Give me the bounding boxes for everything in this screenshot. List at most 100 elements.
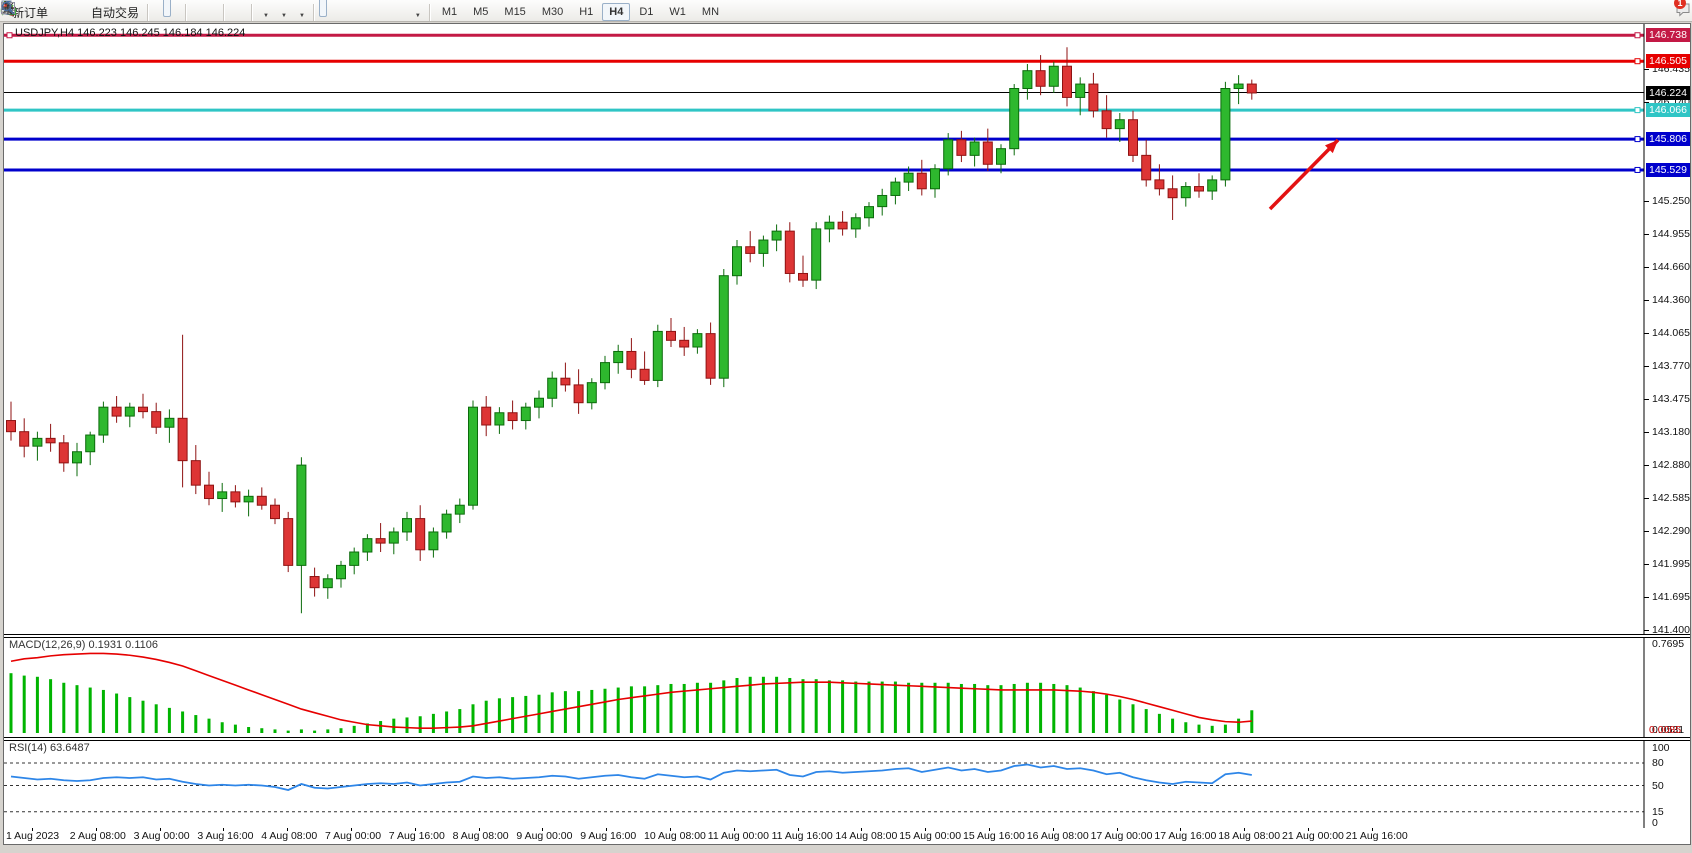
chart-shift-button[interactable]	[2, 0, 237, 17]
time-axis-label[interactable]: 3 Aug 16:00	[197, 830, 254, 842]
time-axis-label[interactable]: 18 Aug 08:00	[1218, 830, 1281, 842]
price-tick-label: 142.290	[1652, 524, 1690, 537]
time-axis-label[interactable]: 7 Aug 16:00	[388, 830, 445, 842]
candlestick-chart[interactable]	[4, 24, 1690, 634]
timeframe-m1[interactable]: M1	[441, 5, 458, 18]
macd-chart[interactable]	[4, 638, 1690, 737]
time-axis-label[interactable]: 17 Aug 00:00	[1090, 830, 1153, 842]
time-axis-label[interactable]: 10 Aug 08:00	[644, 830, 706, 842]
time-axis-label[interactable]: 9 Aug 00:00	[516, 830, 573, 842]
time-axis-label[interactable]: 21 Aug 16:00	[1345, 830, 1408, 842]
time-axis-label[interactable]: 21 Aug 00:00	[1282, 830, 1344, 842]
rsi-chart[interactable]	[4, 741, 1690, 828]
time-axis-label[interactable]: 8 Aug 08:00	[452, 830, 509, 842]
bear-candle	[45, 437, 56, 444]
timeframe-h1[interactable]: H1	[579, 5, 594, 18]
macd-histogram-bar	[431, 713, 435, 733]
macd-histogram-bar	[616, 687, 620, 733]
line-handle[interactable]	[1634, 107, 1641, 114]
chart-window: USDJPY,H4 146.223 146.245 146.184 146.22…	[3, 23, 1691, 845]
vertical-line-button[interactable]	[7, 0, 347, 17]
time-axis-label[interactable]: 11 Aug 00:00	[707, 830, 769, 842]
time-axis-label[interactable]: 16 Aug 08:00	[1026, 830, 1089, 842]
time-axis-label[interactable]: 11 Aug 16:00	[771, 830, 833, 842]
price-tick-mark	[1644, 597, 1649, 599]
time-axis-label[interactable]: 14 Aug 08:00	[835, 830, 898, 842]
bull-candle	[877, 194, 888, 208]
price-tick-label: 142.880	[1652, 459, 1690, 472]
current-price-tag: 146.224	[1646, 85, 1690, 100]
timeframe-d1[interactable]: D1	[639, 5, 654, 18]
time-axis-label[interactable]: 3 Aug 00:00	[133, 830, 190, 842]
timeframe-mn[interactable]: MN	[701, 5, 720, 18]
tile-windows-button[interactable]	[1, 0, 219, 17]
line-handle[interactable]	[1634, 58, 1641, 65]
cursor-button[interactable]	[5, 0, 327, 17]
timeframe-h4[interactable]: H4	[602, 2, 631, 21]
crosshair-button[interactable]	[2, 0, 337, 17]
text-label-button[interactable]: T	[1, 0, 407, 17]
auto-scroll-button[interactable]	[5, 0, 247, 17]
timeframe-m5[interactable]: M5	[473, 5, 489, 18]
toolbar-separator	[251, 3, 254, 21]
bull-candle	[1048, 65, 1059, 87]
time-axis-label[interactable]: 4 Aug 08:00	[261, 830, 318, 842]
profiles-button[interactable]	[1, 0, 72, 17]
price-line-tag: 145.806	[1646, 132, 1690, 147]
price-tick-mark	[1644, 465, 1649, 467]
bear-candle	[270, 504, 280, 520]
candlestick-type-button[interactable]	[2, 0, 172, 17]
timeframe-w1[interactable]: W1	[669, 5, 686, 18]
price-chart-pane[interactable]: USDJPY,H4 146.223 146.245 146.184 146.22…	[4, 24, 1690, 634]
macd-pane[interactable]: MACD(12,26,9) 0.1931 0.1106 0.7695 0.0531…	[4, 638, 1690, 737]
line-handle[interactable]	[6, 32, 13, 39]
line-handle[interactable]	[1634, 32, 1641, 39]
horizontal-line-button[interactable]	[2, 0, 357, 17]
pane-divider[interactable]	[4, 737, 1690, 741]
macd-histogram-bar	[577, 691, 581, 733]
price-tick-label: 144.065	[1652, 327, 1690, 340]
time-tick-mark	[1116, 828, 1118, 831]
time-axis-label[interactable]: 2 Aug 08:00	[69, 830, 126, 842]
bear-candle	[283, 518, 294, 566]
equidistant-channel-button[interactable]: E	[1, 0, 377, 17]
time-axis-label[interactable]: 1 Aug 2023	[6, 830, 60, 842]
bar-chart-type-button[interactable]	[2, 0, 161, 17]
macd-histogram-bar	[418, 716, 422, 733]
line-handle[interactable]	[1634, 166, 1641, 173]
zoom-out-button[interactable]	[1, 0, 209, 17]
macd-histogram-bar	[35, 676, 39, 733]
time-axis-label[interactable]: 15 Aug 16:00	[963, 830, 1025, 842]
annotation-arrow[interactable]	[1268, 138, 1340, 211]
line-chart-type-button[interactable]	[1, 0, 181, 17]
rsi-pane[interactable]: RSI(14) 63.6487 100 80 50 15 0	[4, 741, 1690, 828]
trendline-button[interactable]	[2, 0, 367, 17]
autotrade-button[interactable]: 自动交易	[1, 1, 143, 23]
macd-histogram-bar	[181, 711, 185, 733]
rsi-label: RSI(14) 63.6487	[9, 742, 90, 754]
macd-histogram-bar	[194, 715, 198, 733]
line-handle[interactable]	[1634, 136, 1641, 143]
time-axis-label[interactable]: 15 Aug 00:00	[899, 830, 962, 842]
macd-histogram-bar	[920, 682, 924, 733]
time-tick-mark	[925, 828, 927, 831]
fibonacci-button[interactable]: F	[2, 0, 387, 17]
signals-button[interactable]	[0, 0, 82, 17]
time-axis-label[interactable]: 17 Aug 16:00	[1154, 830, 1217, 842]
text-button[interactable]: A	[4, 0, 397, 17]
pane-divider[interactable]	[4, 634, 1690, 638]
price-tick-label: 143.770	[1652, 359, 1690, 372]
chat-button[interactable]: 1	[1674, 0, 1690, 22]
bull-candle	[586, 382, 597, 404]
timeframe-m30[interactable]: M30	[541, 5, 564, 18]
search-button[interactable]	[1, 0, 1672, 22]
time-axis[interactable]: 1 Aug 2023 2 Aug 08:00 3 Aug 00:00 3 Aug 16…	[4, 828, 1690, 843]
bull-candle	[243, 495, 254, 503]
market-watch-button[interactable]	[2, 0, 62, 17]
zoom-in-button[interactable]	[1, 0, 199, 17]
time-axis-label[interactable]: 9 Aug 16:00	[580, 830, 637, 842]
macd-histogram-bar	[445, 711, 449, 733]
bull-candle	[1114, 119, 1125, 130]
time-axis-label[interactable]: 7 Aug 00:00	[325, 830, 382, 842]
timeframe-m15[interactable]: M15	[504, 5, 526, 18]
